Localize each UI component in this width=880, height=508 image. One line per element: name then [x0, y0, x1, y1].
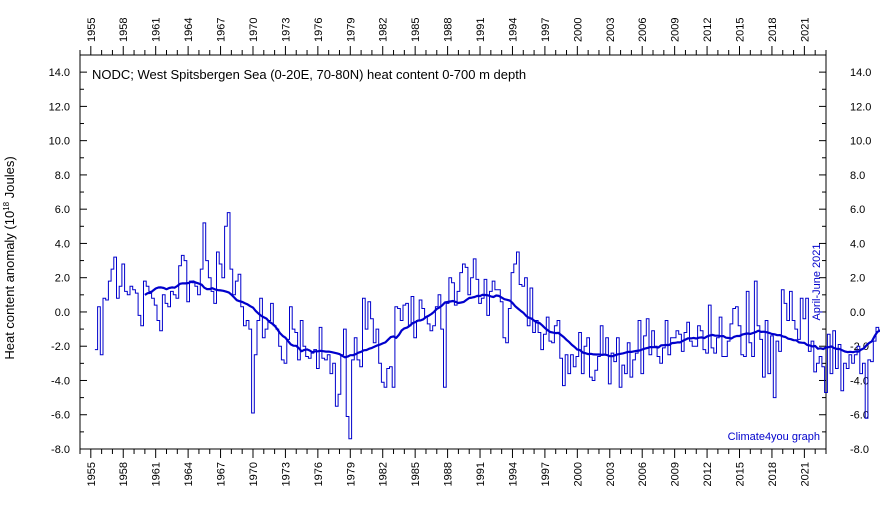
x-tick-label-bottom: 1976 — [313, 462, 325, 486]
x-tick-label-top: 1991 — [475, 18, 487, 42]
x-tick-label-top: 1985 — [410, 18, 422, 42]
y-tick-label-left: -8.0 — [51, 444, 70, 456]
x-tick-label-top: 1961 — [151, 18, 163, 42]
y-tick-label-left: 6.0 — [55, 204, 70, 216]
x-tick-label-bottom: 1973 — [280, 462, 292, 486]
x-tick-label-top: 1964 — [183, 18, 195, 42]
x-tick-label-top: 2015 — [735, 18, 747, 42]
y-tick-label-left: 12.0 — [49, 101, 70, 113]
x-tick-label-bottom: 1979 — [345, 462, 357, 486]
x-tick-label-bottom: 1982 — [378, 462, 390, 486]
y-axis-label-end: Joules) — [2, 156, 17, 202]
x-tick-label-top: 2018 — [767, 18, 779, 42]
x-ticks-bottom: 1955 1958 1961 1964 1967 1970 1973 1976 1979 1982… — [79, 449, 827, 486]
chart-title: NODC; West Spitsbergen Sea (0-20E, 70-80… — [92, 67, 526, 82]
x-tick-label-top: 1976 — [313, 18, 325, 42]
y-tick-label-right: -6.0 — [850, 410, 869, 422]
x-tick-label-top: 2000 — [572, 18, 584, 42]
y-tick-label-left: 14.0 — [49, 67, 70, 79]
x-tick-label-bottom: 1967 — [216, 462, 228, 486]
credit-label: Climate4you graph — [728, 431, 820, 443]
x-tick-label-bottom: 2009 — [670, 462, 682, 486]
x-tick-label-bottom: 1964 — [183, 462, 195, 486]
axes — [79, 54, 827, 450]
x-tick-label-top: 1997 — [540, 18, 552, 42]
x-tick-label-bottom: 1997 — [540, 462, 552, 486]
y-tick-label-left: 4.0 — [55, 238, 70, 250]
x-tick-label-top: 2021 — [799, 18, 811, 42]
x-tick-label-bottom: 1988 — [443, 462, 455, 486]
x-tick-label-bottom: 1994 — [507, 462, 519, 486]
x-tick-label-top: 1958 — [118, 18, 130, 42]
y-tick-label-right: 2.0 — [850, 273, 865, 285]
y-axis-label: Heat content anomaly (1018 Joules) — [2, 156, 17, 359]
y-tick-label-left: 2.0 — [55, 273, 70, 285]
y-tick-label-right: -8.0 — [850, 444, 869, 456]
x-tick-label-top: 1988 — [443, 18, 455, 42]
x-tick-label-bottom: 1955 — [86, 462, 98, 486]
y-ticks-left: 14.0 12.0 10.0 8.0 6.0 4.0 2.0 0.0 -2.0 -4.0 -6.0 -… — [49, 54, 87, 456]
x-tick-label-top: 1979 — [345, 18, 357, 42]
x-tick-label-bottom: 1970 — [248, 462, 260, 486]
y-tick-label-left: -2.0 — [51, 341, 70, 353]
x-tick-label-top: 2006 — [637, 18, 649, 42]
y-tick-label-right: 6.0 — [850, 204, 865, 216]
y-ticks-right: 14.012.010.08.06.04.02.00.0-2.0-4.0-6.0-… — [819, 54, 871, 456]
y-tick-label-left: -4.0 — [51, 375, 70, 387]
series-layer — [94, 212, 880, 440]
y-tick-label-left: -6.0 — [51, 410, 70, 422]
x-tick-label-bottom: 2015 — [735, 462, 747, 486]
x-tick-label-top: 2012 — [702, 18, 714, 42]
raw-step-series — [94, 212, 880, 440]
x-tick-label-top: 1955 — [86, 18, 98, 42]
y-tick-label-right: 0.0 — [850, 307, 865, 319]
x-tick-label-bottom: 2006 — [637, 462, 649, 486]
x-tick-label-bottom: 2012 — [702, 462, 714, 486]
y-axis-label-main: Heat content anomaly (10 — [2, 211, 17, 360]
y-tick-label-right: 14.0 — [850, 67, 871, 79]
x-tick-label-top: 1994 — [507, 18, 519, 42]
x-tick-label-top: 1973 — [280, 18, 292, 42]
y-axis-label-sup: 18 — [2, 201, 11, 210]
y-tick-label-right: 10.0 — [850, 136, 871, 148]
x-tick-label-bottom: 1985 — [410, 462, 422, 486]
y-tick-label-right: 12.0 — [850, 101, 871, 113]
x-tick-label-bottom: 2000 — [572, 462, 584, 486]
y-tick-label-left: 8.0 — [55, 170, 70, 182]
y-tick-label-left: 0.0 — [55, 307, 70, 319]
y-tick-label-right: 4.0 — [850, 238, 865, 250]
x-tick-label-bottom: 1958 — [118, 462, 130, 486]
x-tick-label-bottom: 1961 — [151, 462, 163, 486]
x-tick-label-top: 1967 — [216, 18, 228, 42]
x-ticks-top: 1955 1958 1961 1964 1967 1970 1973 1976 1979 1982… — [79, 18, 827, 55]
x-tick-label-bottom: 2021 — [799, 462, 811, 486]
x-tick-label-bottom: 1991 — [475, 462, 487, 486]
smoothed-series — [144, 280, 880, 359]
y-tick-label-right: -4.0 — [850, 375, 869, 387]
period-label: April-June 2021 — [811, 243, 823, 320]
plot-frame — [79, 54, 827, 450]
x-tick-label-top: 2003 — [605, 18, 617, 42]
x-tick-label-bottom: 2018 — [767, 462, 779, 486]
y-tick-label-right: 8.0 — [850, 170, 865, 182]
x-tick-label-top: 1970 — [248, 18, 260, 42]
x-tick-label-top: 1982 — [378, 18, 390, 42]
x-tick-label-top: 2009 — [670, 18, 682, 42]
x-tick-label-bottom: 2003 — [605, 462, 617, 486]
y-tick-label-left: 10.0 — [49, 136, 70, 148]
